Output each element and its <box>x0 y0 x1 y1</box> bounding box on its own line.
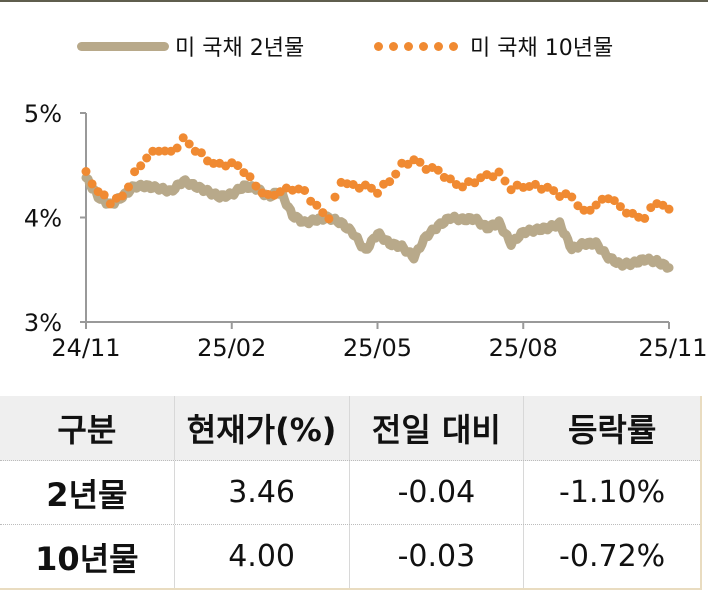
legend-item-10y: 미 국채 10년물 <box>374 28 613 64</box>
series-2y-line <box>81 173 674 273</box>
table-cell: 3.46 <box>175 461 350 524</box>
svg-text:25/08: 25/08 <box>489 334 558 362</box>
table-header-row: 구분 현재가(%) 전일 대비 등락률 <box>0 396 700 461</box>
table-cell: -1.10% <box>559 475 666 510</box>
yield-table: 구분 현재가(%) 전일 대비 등락률 2년물 3.46 -0.04 -1.10… <box>0 396 702 590</box>
svg-text:4%: 4% <box>24 205 62 233</box>
legend-dots-swatch <box>374 41 458 51</box>
legend-label-2y: 미 국채 2년물 <box>175 36 305 61</box>
svg-text:5%: 5% <box>24 100 62 128</box>
series-10y-dots <box>81 133 674 224</box>
chart-legend: 미 국채 2년물 미 국채 10년물 <box>0 28 708 64</box>
row-label: 2년물 <box>0 461 175 524</box>
legend-label-10y: 미 국채 10년물 <box>470 36 614 61</box>
table-row: 2년물 3.46 -0.04 -1.10% <box>0 461 700 525</box>
table-cell: -0.03 <box>350 525 525 588</box>
x-axis: 24/11 25/02 25/05 25/08 25/11 <box>51 321 708 362</box>
legend-item-2y: 미 국채 2년물 <box>77 28 304 64</box>
svg-text:25/11: 25/11 <box>638 334 707 362</box>
row-label: 10년물 <box>0 525 175 588</box>
table-cell: -0.04 <box>350 461 525 524</box>
header-cell: 현재가(%) <box>175 396 350 460</box>
top-border <box>0 0 708 2</box>
svg-text:25/02: 25/02 <box>197 334 266 362</box>
header-cell: 전일 대비 <box>350 396 525 460</box>
table-cell: 4.00 <box>175 525 350 588</box>
svg-text:25/05: 25/05 <box>343 334 412 362</box>
y-axis: 3% 4% 5% <box>24 100 87 337</box>
legend-line-swatch <box>77 41 169 51</box>
table-cell: -0.72% <box>559 539 666 574</box>
line-chart: 3% 4% 5% 24/11 25/02 25/05 25/08 25/11 <box>24 100 708 362</box>
svg-text:24/11: 24/11 <box>51 334 120 362</box>
header-cell: 등락률 <box>567 411 657 449</box>
table-row: 10년물 4.00 -0.03 -0.72% <box>0 525 700 588</box>
header-cell: 구분 <box>0 396 175 460</box>
svg-text:3%: 3% <box>24 309 62 337</box>
